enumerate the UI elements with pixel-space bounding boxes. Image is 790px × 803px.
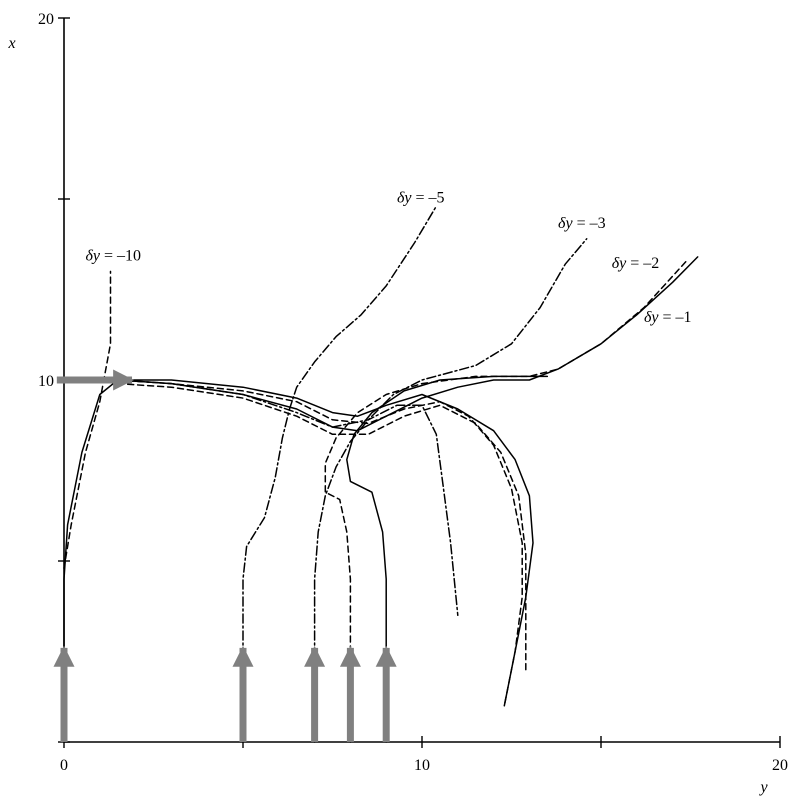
trajectory-curve-8 — [242, 205, 438, 743]
dy-label-1: δy = –10 — [85, 248, 141, 265]
inflow-arrows — [53, 369, 397, 742]
x-axis-title: y — [758, 779, 768, 796]
dy-label-5: δy = –1 — [644, 309, 692, 326]
trajectory-curve-9 — [313, 238, 588, 743]
x-tick-label: 10 — [414, 757, 430, 774]
y-tick-label: 10 — [38, 373, 54, 390]
trajectory-curves — [63, 205, 699, 743]
y-tick-label: 20 — [38, 11, 54, 28]
x-tick-label: 20 — [772, 757, 788, 774]
trajectory-curve-3 — [346, 375, 549, 743]
trajectory-curve-4 — [63, 270, 112, 569]
dy-label-3: δy = –3 — [558, 215, 606, 232]
x-tick-label: 0 — [60, 757, 68, 774]
trajectory-curve-10 — [116, 379, 459, 617]
trajectory-curve-1 — [63, 379, 534, 743]
dy-label-4: δy = –2 — [612, 255, 660, 272]
dy-label-2: δy = –5 — [397, 190, 445, 207]
trajectory-curve-6 — [116, 379, 523, 707]
y-axis-title: x — [7, 35, 15, 52]
trajectory-curve-5 — [324, 259, 688, 743]
trajectory-curve-7 — [116, 382, 527, 671]
annotations: δy = –10 δy = –5 δy = –3 δy = –2 δy = –1 — [85, 190, 691, 326]
